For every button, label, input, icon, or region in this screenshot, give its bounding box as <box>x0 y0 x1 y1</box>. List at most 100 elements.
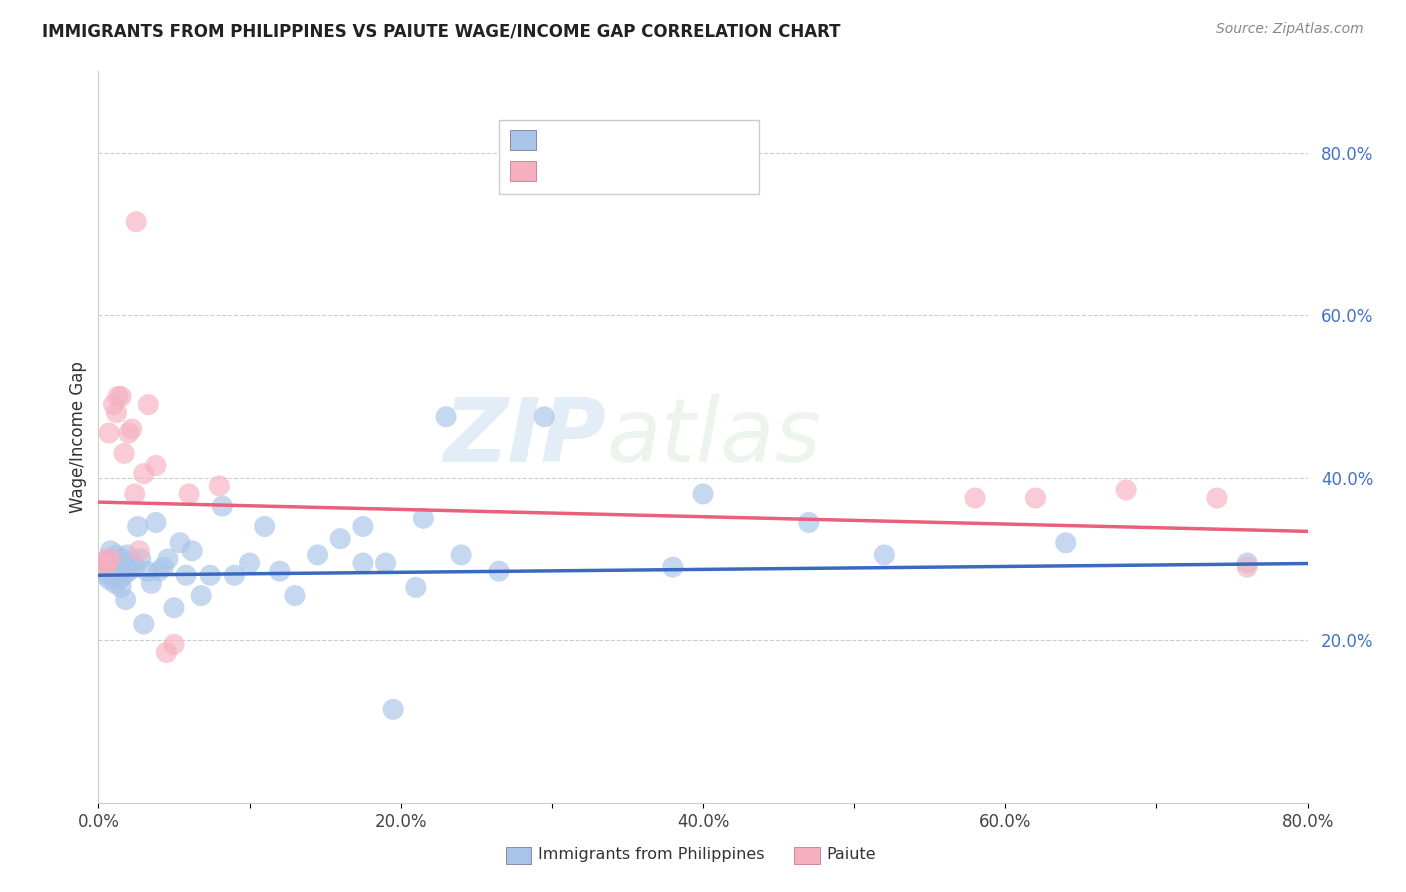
Point <box>374 556 396 570</box>
Text: 59: 59 <box>681 133 703 147</box>
Point <box>98 572 121 586</box>
Text: N =: N = <box>640 133 686 147</box>
Point <box>873 548 896 562</box>
Point <box>96 552 118 566</box>
Point <box>1115 483 1137 497</box>
Point <box>121 422 143 436</box>
Point <box>412 511 434 525</box>
Point <box>152 560 174 574</box>
Point <box>382 702 405 716</box>
Point <box>450 548 472 562</box>
Point <box>132 467 155 481</box>
Point <box>307 548 329 562</box>
Point <box>121 556 143 570</box>
Point <box>114 592 136 607</box>
Point <box>284 589 307 603</box>
Point <box>124 560 146 574</box>
Point <box>1236 556 1258 570</box>
Point <box>269 564 291 578</box>
Text: R =: R = <box>544 133 583 147</box>
Text: atlas: atlas <box>606 394 821 480</box>
Point <box>208 479 231 493</box>
Point <box>145 458 167 473</box>
Point <box>224 568 246 582</box>
Point <box>1054 535 1077 549</box>
Point <box>174 568 197 582</box>
Text: R =: R = <box>544 164 579 178</box>
Point <box>352 519 374 533</box>
Point <box>111 552 134 566</box>
Point <box>488 564 510 578</box>
Point <box>965 491 987 505</box>
Text: IMMIGRANTS FROM PHILIPPINES VS PAIUTE WAGE/INCOME GAP CORRELATION CHART: IMMIGRANTS FROM PHILIPPINES VS PAIUTE WA… <box>42 22 841 40</box>
Point <box>124 487 146 501</box>
Point <box>155 645 177 659</box>
Point <box>405 581 427 595</box>
Point <box>211 499 233 513</box>
Point <box>112 568 135 582</box>
Point <box>91 556 114 570</box>
Point <box>135 564 157 578</box>
Point <box>129 552 152 566</box>
Point <box>1024 491 1046 505</box>
Point <box>253 519 276 533</box>
Point <box>98 425 121 440</box>
Point <box>181 544 204 558</box>
Point <box>107 389 129 403</box>
Text: -0.126: -0.126 <box>581 164 638 178</box>
Point <box>239 556 262 570</box>
Point <box>118 425 141 440</box>
Point <box>103 398 125 412</box>
Point <box>104 576 127 591</box>
Point <box>112 446 135 460</box>
Point <box>118 564 141 578</box>
Point <box>692 487 714 501</box>
Point <box>797 516 820 530</box>
Point <box>132 617 155 632</box>
Text: 0.057: 0.057 <box>581 133 631 147</box>
Point <box>136 398 159 412</box>
Point <box>108 572 131 586</box>
Point <box>100 544 122 558</box>
Point <box>93 564 115 578</box>
Point <box>156 552 179 566</box>
Text: N =: N = <box>640 164 686 178</box>
Text: ZIP: ZIP <box>443 393 606 481</box>
Point <box>115 548 138 562</box>
Text: Source: ZipAtlas.com: Source: ZipAtlas.com <box>1216 22 1364 37</box>
Point <box>352 556 374 570</box>
Y-axis label: Wage/Income Gap: Wage/Income Gap <box>69 361 87 513</box>
Text: 27: 27 <box>681 164 703 178</box>
Point <box>94 560 117 574</box>
Point <box>533 409 555 424</box>
Point <box>101 560 124 574</box>
Point <box>110 389 132 403</box>
Point <box>94 568 117 582</box>
Point <box>200 568 222 582</box>
Point <box>107 564 129 578</box>
Point <box>105 406 128 420</box>
Point <box>110 581 132 595</box>
Point <box>169 535 191 549</box>
Point <box>148 564 170 578</box>
Point <box>179 487 201 501</box>
Point <box>163 600 186 615</box>
Point <box>190 589 212 603</box>
Point <box>125 215 148 229</box>
Point <box>91 556 114 570</box>
Point <box>96 552 118 566</box>
Point <box>1236 560 1258 574</box>
Point <box>1206 491 1229 505</box>
Point <box>434 409 457 424</box>
Text: Paiute: Paiute <box>827 847 876 862</box>
Point <box>100 552 122 566</box>
Point <box>105 548 128 562</box>
Point <box>127 519 149 533</box>
Text: Immigrants from Philippines: Immigrants from Philippines <box>538 847 765 862</box>
Point <box>128 544 150 558</box>
Point <box>145 516 167 530</box>
Point <box>163 637 186 651</box>
Point <box>661 560 683 574</box>
Point <box>141 576 163 591</box>
Point <box>103 556 125 570</box>
